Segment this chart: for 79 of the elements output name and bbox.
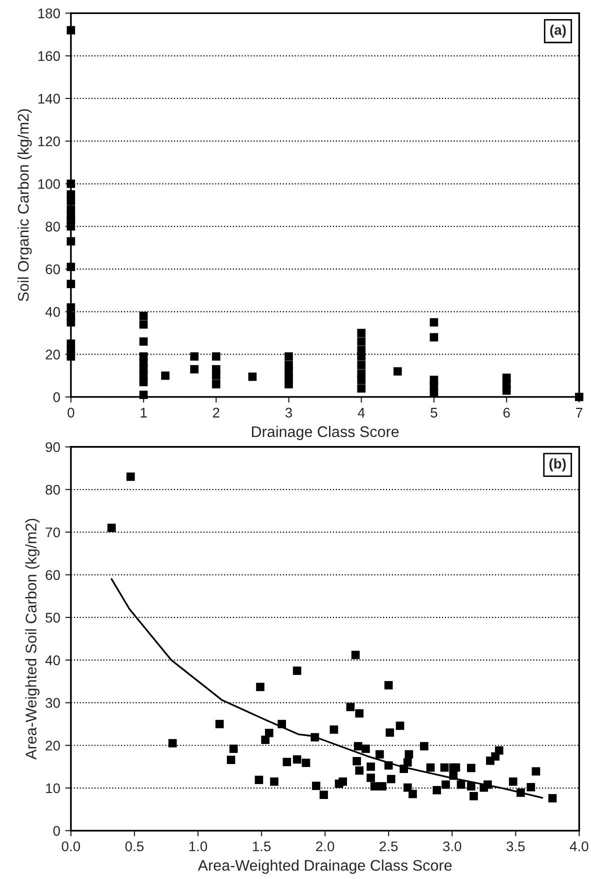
y-tick-label: 60: [46, 570, 60, 580]
y-axis-title: Area-Weighted Soil Carbon (kg/m2): [25, 518, 40, 760]
point: [139, 312, 148, 320]
y-tick-label: 80: [46, 222, 60, 232]
x-tick-label: 1: [140, 408, 147, 418]
x-tick-label: 3: [285, 408, 292, 418]
y-tick-label: 80: [46, 484, 60, 495]
point: [161, 371, 170, 380]
point: [357, 376, 366, 384]
point: [212, 380, 220, 388]
y-tick-label: 90: [46, 442, 60, 452]
point: [430, 318, 438, 327]
y-tick-label: 20: [46, 740, 60, 751]
point: [66, 303, 76, 312]
x-tick-label: 2.5: [380, 841, 398, 852]
point: [248, 372, 257, 381]
point: [139, 378, 148, 386]
y-tick-label: 140: [38, 94, 60, 104]
point: [357, 352, 366, 361]
y-tick-label: 20: [46, 350, 60, 360]
x-tick-label: 7: [576, 408, 582, 418]
y-tick-label: 180: [38, 8, 60, 18]
x-tick-label: 2: [212, 408, 220, 418]
y-tick-label: 10: [46, 783, 60, 794]
y-tick-label: 0: [53, 826, 60, 836]
y-tick-label: 100: [38, 179, 60, 189]
point: [66, 318, 76, 327]
point: [66, 280, 76, 288]
y-tick-label: 50: [46, 612, 60, 623]
x-tick-label: 0.5: [125, 841, 144, 852]
point: [139, 320, 148, 329]
y-tick-label: 40: [45, 655, 60, 666]
point: [139, 337, 148, 346]
point: [357, 337, 366, 346]
x-tick-label: 3.5: [506, 841, 525, 852]
point: [66, 180, 76, 188]
point: [212, 352, 220, 361]
point: [357, 360, 366, 370]
x-tick-label: 6: [503, 408, 510, 418]
x-tick-label: 0.0: [62, 841, 80, 852]
annotation: (a): [550, 24, 566, 38]
y-tick-label: 70: [46, 527, 60, 538]
x-axis-title: Drainage Class Score: [252, 426, 399, 440]
point: [66, 26, 76, 34]
y-tick-label: 60: [46, 264, 60, 274]
y-tick-label: 40: [45, 307, 60, 317]
x-tick-label: 5: [430, 408, 438, 418]
x-axis-title: Area-Weighted Drainage Class Score: [198, 860, 452, 874]
annotation: (b): [549, 458, 566, 472]
point: [139, 390, 148, 400]
point: [357, 328, 366, 338]
point: [430, 333, 438, 342]
point: [66, 222, 76, 231]
y-tick-label: 0: [53, 392, 60, 402]
x-tick-label: 4.0: [570, 841, 588, 852]
y-tick-label: 30: [46, 698, 60, 708]
point: [284, 380, 293, 388]
x-tick-label: 0: [68, 408, 74, 418]
point: [502, 386, 511, 395]
point: [393, 367, 402, 376]
point: [66, 237, 76, 246]
point: [66, 196, 76, 205]
point: [190, 352, 199, 361]
point: [190, 365, 199, 374]
x-tick-label: 2.0: [316, 841, 334, 852]
x-tick-label: 1.5: [252, 842, 271, 852]
point: [66, 262, 76, 272]
x-tick-label: 4: [358, 408, 365, 418]
point: [430, 388, 438, 397]
y-tick-label: 120: [38, 136, 60, 146]
point: [212, 371, 220, 380]
point: [66, 352, 76, 361]
x-tick-label: 3.0: [442, 841, 462, 852]
point: [284, 352, 293, 361]
y-axis-title: Soil Organic Carbon (kg/m2): [18, 109, 32, 302]
x-tick-label: 1.0: [189, 841, 208, 852]
point: [357, 384, 366, 393]
y-tick-label: 160: [38, 51, 60, 61]
point: [575, 392, 584, 402]
